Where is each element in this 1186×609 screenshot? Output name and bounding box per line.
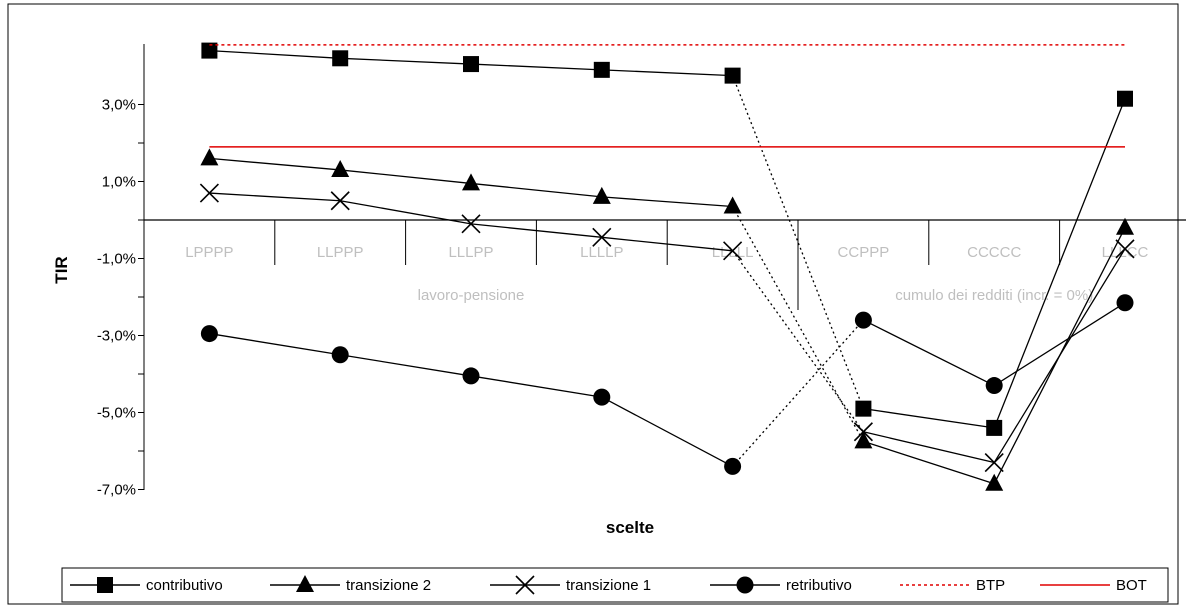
series-transizione-2-point [331, 159, 350, 177]
series-contributivo-point [1117, 90, 1133, 107]
series-transizione-1-point [984, 452, 1004, 473]
series-contributivo-segment [601, 69, 733, 77]
legend-label: contributivo [146, 577, 223, 594]
series-contributivo-point [201, 42, 218, 59]
legend-item-bot: BOT [1040, 577, 1147, 594]
series-transizione-2-segment [209, 157, 341, 171]
series-contributivo-point [593, 61, 610, 78]
x-category-label: LLLCC [1102, 244, 1149, 261]
series-transizione-1-point [330, 191, 350, 211]
series-contributivo-segment [993, 98, 1126, 429]
series-retributivo-segment [340, 354, 472, 377]
legend-label: BTP [976, 577, 1005, 594]
series-retributivo-segment [863, 319, 995, 387]
legend-item-retributivo: retributivo [710, 576, 852, 594]
y-axis-title: TIR [52, 256, 71, 283]
series-transizione-1-segment [209, 192, 341, 202]
x-category-label: CCPPP [838, 244, 890, 261]
legend-item-contributivo: contributivo [70, 577, 223, 594]
series-transizione-1-point [592, 227, 612, 247]
series-retributivo-point [1116, 294, 1134, 312]
series-transizione-2-point [723, 196, 742, 214]
series-retributivo-segment [601, 396, 733, 467]
series-transizione-2-point [985, 473, 1004, 491]
x-category-label: LLPPP [317, 244, 364, 261]
series-retributivo-point [854, 311, 872, 329]
series-transizione-2-segment [863, 440, 995, 485]
series-contributivo-point [986, 419, 1003, 436]
series-transizione-2-point [592, 186, 611, 204]
series-transizione-1-point [723, 241, 743, 261]
legend-swatch-marker [296, 575, 314, 592]
legend-swatch-marker [515, 575, 535, 595]
series-transizione-2-point [1116, 217, 1134, 235]
y-tick-label: -7,0% [97, 482, 136, 499]
series-transizione-2-segment [470, 182, 602, 198]
legend-swatch-marker [736, 576, 754, 594]
series-retributivo-segment [993, 302, 1126, 387]
series-contributivo-segment [863, 408, 995, 429]
series-transizione-2-segment [601, 196, 733, 208]
legend-label: transizione 1 [566, 577, 651, 594]
series-retributivo-point [200, 325, 218, 343]
series-transizione-1-segment [470, 223, 602, 238]
legend-item-transizione-1: transizione 1 [490, 575, 651, 595]
series-transizione-2-point [200, 148, 219, 166]
series-transizione-2-point [854, 431, 873, 449]
legend-item-transizione-2: transizione 2 [270, 575, 431, 594]
series-contributivo-segment [470, 63, 602, 71]
chart-border [7, 3, 1179, 605]
y-tick-label: -5,0% [97, 405, 136, 422]
x-category-label: LLLPP [448, 244, 493, 261]
y-tick-label: -3,0% [97, 328, 136, 345]
series-contributivo-point [724, 67, 741, 84]
series-retributivo-point [593, 388, 611, 406]
y-tick-label: 1,0% [102, 174, 136, 191]
series-contributivo-point [463, 56, 479, 73]
series-retributivo-segment [470, 375, 602, 398]
series-transizione-1-point [853, 422, 873, 442]
legend-swatch-marker [97, 577, 113, 593]
series-transizione-1-segment [732, 250, 864, 433]
legend-box [61, 567, 1169, 603]
x-group-label: cumulo dei redditi (incr. = 0%) [895, 287, 1093, 304]
series-transizione-1-segment [993, 248, 1126, 463]
legend-label: transizione 2 [346, 577, 431, 594]
legend-item-btp: BTP [900, 577, 1005, 594]
series-contributivo-segment [209, 49, 341, 59]
series-transizione-2-point [462, 173, 480, 191]
x-category-label: LPPPP [185, 244, 233, 261]
series-retributivo-point [462, 367, 480, 385]
series-contributivo-point [855, 400, 872, 417]
series-transizione-1-segment [863, 431, 995, 464]
series-retributivo-segment [209, 332, 341, 356]
series-contributivo-point [332, 50, 349, 67]
x-category-label: LLLLL [712, 244, 754, 261]
x-group-label: lavoro-pensione [418, 287, 525, 304]
legend-label: BOT [1116, 577, 1147, 594]
series-transizione-1-point [1115, 239, 1135, 259]
x-category-label: LLLLP [580, 244, 623, 261]
series-transizione-2-segment [340, 169, 472, 185]
y-tick-label: -1,0% [97, 251, 136, 268]
series-retributivo-point [985, 377, 1003, 395]
series-transizione-1-segment [601, 236, 733, 252]
y-tick-label: 3,0% [102, 97, 136, 114]
series-contributivo-segment [340, 57, 472, 65]
series-retributivo-point [724, 457, 742, 475]
series-transizione-1-point [461, 214, 481, 234]
series-transizione-1-point [199, 183, 219, 203]
x-axis-title: scelte [606, 518, 654, 537]
x-category-label: CCCCC [967, 244, 1021, 261]
legend-label: retributivo [786, 577, 852, 594]
series-retributivo-point [331, 346, 349, 364]
series-transizione-1-segment [340, 200, 472, 225]
